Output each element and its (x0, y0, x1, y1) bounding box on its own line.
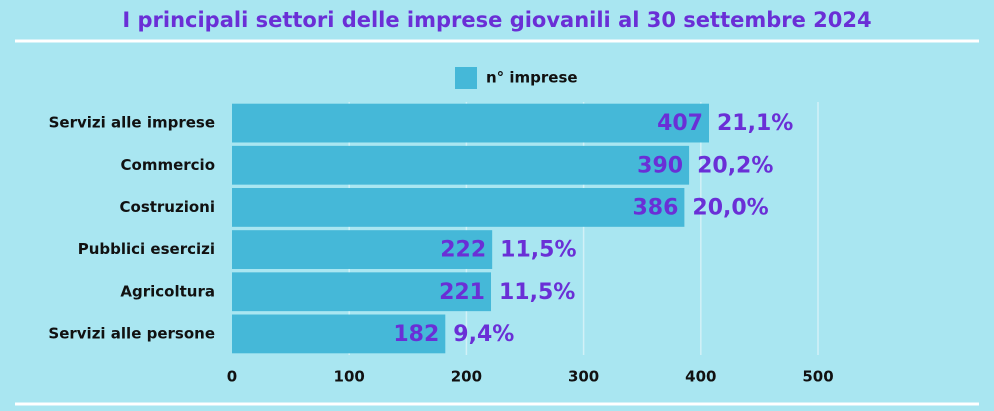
share-label: 20,2% (697, 153, 773, 178)
x-tick-label: 0 (227, 368, 237, 386)
y-tick-label: Commercio (121, 156, 215, 174)
x-tick-label: 400 (685, 368, 716, 386)
bar (232, 103, 710, 143)
y-tick-label: Servizi alle imprese (49, 114, 215, 132)
x-tick-label: 100 (334, 368, 365, 386)
bar (232, 145, 690, 185)
value-label: 407 (657, 111, 703, 136)
x-tick-label: 500 (802, 368, 833, 386)
y-tick-label: Pubblici esercizi (78, 240, 215, 258)
share-label: 11,5% (500, 238, 576, 263)
chart-title: I principali settori delle imprese giova… (122, 8, 871, 32)
share-label: 9,4% (453, 322, 514, 347)
bar (232, 188, 685, 227)
bar (232, 314, 446, 354)
value-label: 221 (439, 280, 485, 305)
legend-label: n° imprese (486, 69, 578, 87)
y-tick-label: Agricoltura (120, 282, 215, 300)
share-label: 21,1% (717, 111, 793, 136)
share-label: 11,5% (499, 280, 575, 305)
x-tick-label: 300 (568, 368, 599, 386)
value-label: 390 (637, 153, 683, 178)
value-label: 222 (440, 238, 486, 263)
share-label: 20,0% (692, 195, 768, 220)
bar (232, 230, 493, 269)
y-tick-label: Servizi alle persone (48, 324, 215, 342)
x-tick-label: 200 (451, 368, 482, 386)
y-tick-label: Costruzioni (120, 198, 216, 216)
value-label: 386 (632, 195, 678, 220)
legend-swatch (455, 67, 477, 89)
value-label: 182 (393, 322, 439, 347)
bar (232, 272, 492, 312)
